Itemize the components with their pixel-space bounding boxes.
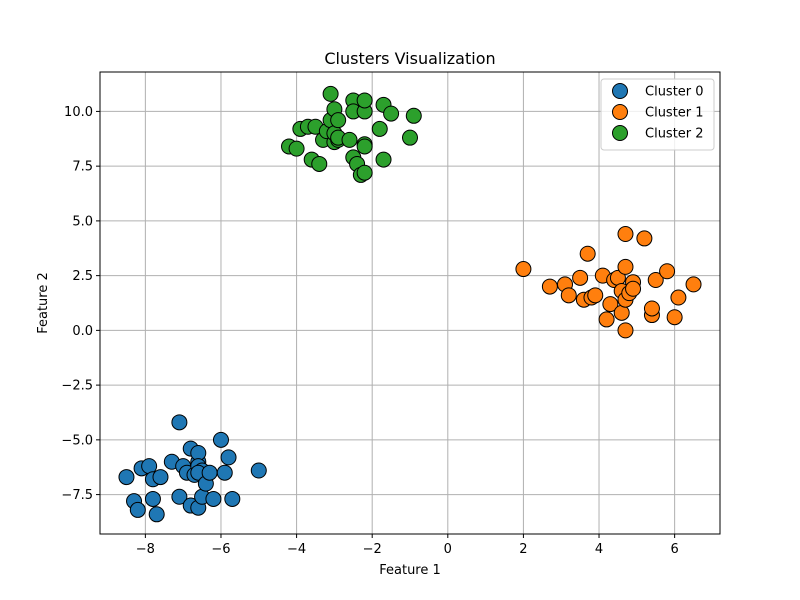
data-points — [118, 85, 702, 523]
cluster-1-point — [670, 289, 687, 306]
cluster-0-point — [152, 469, 169, 486]
cluster-2-point — [383, 105, 400, 122]
cluster-1-point — [643, 300, 660, 317]
cluster-0-point — [118, 469, 135, 486]
cluster-2-point — [371, 120, 388, 137]
cluster-1-point — [617, 226, 634, 243]
cluster-2-point — [402, 129, 418, 146]
y-tick-label: −5.0 — [61, 433, 93, 448]
cluster-2-point — [356, 164, 373, 181]
x-tick-label: −2 — [363, 542, 382, 557]
cluster-1-point — [647, 272, 664, 289]
y-axis-label: Feature 2 — [36, 272, 51, 334]
cluster-1-point — [587, 287, 604, 304]
cluster-0-point — [141, 458, 158, 475]
legend-marker-cluster-2 — [612, 125, 628, 141]
cluster-1-point — [560, 287, 577, 304]
cluster-0-point — [220, 449, 237, 466]
y-tick-label: 5.0 — [72, 214, 93, 229]
cluster-1-point — [617, 322, 634, 339]
cluster-1-point — [636, 230, 653, 247]
cluster-0-point — [171, 414, 188, 431]
cluster-1-point — [617, 258, 634, 275]
legend-label-cluster-0: Cluster 0 — [645, 85, 704, 100]
cluster-0-point — [212, 431, 229, 448]
cluster-2-point — [330, 112, 347, 129]
legend-marker-cluster-1 — [612, 104, 628, 120]
x-axis-label: Feature 1 — [379, 563, 441, 578]
chart-title: Clusters Visualization — [324, 49, 495, 68]
y-tick-label: 7.5 — [72, 160, 93, 175]
cluster-0-point — [129, 501, 146, 518]
cluster-1-point — [613, 304, 630, 321]
x-tick-label: 2 — [519, 542, 527, 557]
x-tick-label: 6 — [670, 542, 678, 557]
cluster-1-point — [579, 245, 596, 262]
y-tick-label: 0.0 — [72, 324, 93, 339]
plot-frame — [99, 71, 721, 535]
cluster-2-point — [405, 107, 422, 124]
cluster-2-point — [341, 131, 358, 148]
legend-label-cluster-1: Cluster 1 — [645, 106, 704, 121]
x-tick-label: −6 — [211, 542, 230, 557]
cluster-1-point — [659, 263, 676, 280]
cluster-0-point — [171, 488, 188, 505]
cluster-2-point — [288, 140, 305, 157]
cluster-0-point — [250, 462, 267, 479]
cluster-2-point — [311, 155, 328, 172]
cluster-0-point — [224, 490, 241, 507]
legend: Cluster 0 Cluster 1 Cluster 2 — [600, 78, 715, 151]
y-tick-label: 2.5 — [72, 269, 93, 284]
cluster-0-point — [201, 464, 218, 481]
axis-ticks: −8 −6 −4 −2 0 2 4 6 −7.5 −5.0 −2.5 0.0 2.5 5.0 7.5 10.0 — [61, 105, 678, 557]
cluster-1-point — [625, 280, 642, 297]
cluster-1-point — [572, 269, 589, 286]
y-tick-label: −2.5 — [61, 379, 93, 394]
y-tick-label: 10.0 — [64, 105, 93, 120]
cluster-1-point — [685, 276, 702, 293]
x-tick-label: 4 — [595, 542, 603, 557]
x-tick-label: −8 — [136, 542, 155, 557]
x-tick-label: 0 — [444, 542, 452, 557]
cluster-0-point — [148, 506, 165, 523]
legend-label-cluster-2: Cluster 2 — [645, 127, 704, 142]
cluster-0-point — [205, 490, 222, 507]
cluster-1-point — [541, 278, 558, 295]
legend-box — [600, 78, 715, 151]
cluster-1-point — [666, 309, 683, 326]
cluster-2-point — [322, 85, 339, 102]
y-tick-label: −7.5 — [61, 488, 93, 503]
cluster-0-point — [144, 490, 161, 507]
cluster-0-point — [216, 464, 233, 481]
cluster-1-point — [515, 261, 532, 278]
cluster-2-point — [356, 92, 373, 109]
cluster-2-point — [356, 138, 373, 155]
legend-marker-cluster-0 — [612, 83, 628, 99]
cluster-2-point — [375, 151, 392, 168]
cluster-1-point — [602, 296, 619, 313]
x-tick-label: −4 — [287, 542, 306, 557]
cluster-1-point — [598, 311, 615, 328]
